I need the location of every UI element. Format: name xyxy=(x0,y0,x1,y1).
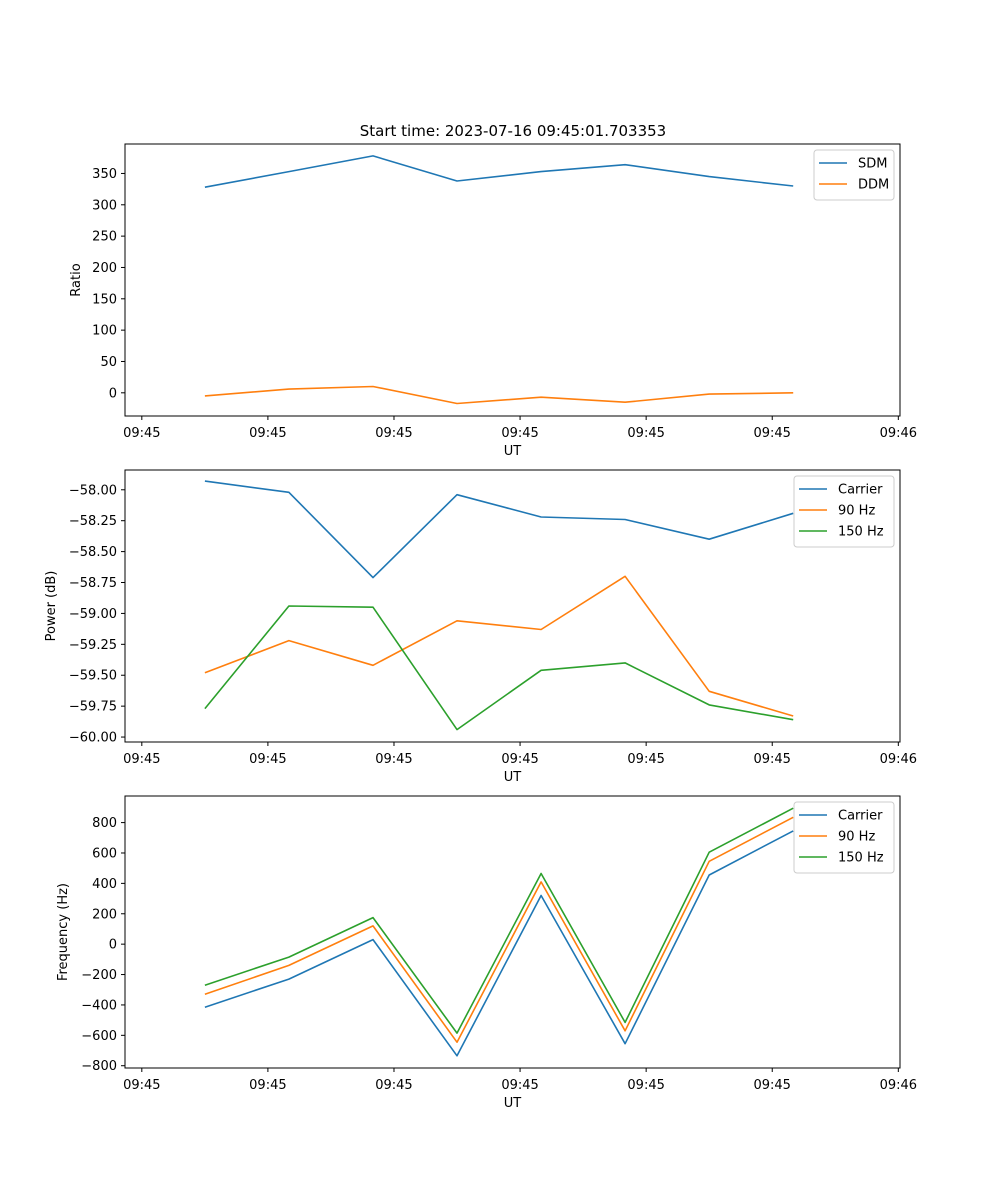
legend-label: SDM xyxy=(858,157,887,172)
legend-box xyxy=(793,801,895,874)
y-tick-label: 0 xyxy=(109,386,117,401)
axes-frame xyxy=(124,795,901,1069)
legend-label: Carrier xyxy=(838,483,883,498)
y-tick-label: 100 xyxy=(92,324,117,339)
y-tick-label: 150 xyxy=(92,292,117,307)
y-axis-label: Power (dB) xyxy=(44,571,59,642)
series-line-carrier xyxy=(204,830,794,1057)
x-axis-label: UT xyxy=(504,1096,522,1111)
axes-frame xyxy=(124,143,901,417)
y-tick-label: 200 xyxy=(92,261,117,276)
x-tick-label: 09:45 xyxy=(375,752,412,767)
legend-label: 150 Hz xyxy=(838,525,884,540)
x-tick-label: 09:46 xyxy=(880,426,917,441)
x-tick-label: 09:45 xyxy=(501,752,538,767)
series-line-150-hz xyxy=(204,605,794,731)
y-tick-label: −400 xyxy=(81,998,117,1013)
x-tick-label: 09:45 xyxy=(753,1078,790,1093)
y-tick-label: −59.75 xyxy=(69,700,117,715)
x-tick-label: 09:45 xyxy=(753,752,790,767)
x-tick-label: 09:45 xyxy=(375,1078,412,1093)
y-tick-label: 800 xyxy=(92,816,117,831)
legend-box xyxy=(793,475,895,548)
y-tick-label: −59.50 xyxy=(69,669,117,684)
y-tick-label: −59.25 xyxy=(69,638,117,653)
y-tick-label: 200 xyxy=(92,907,117,922)
legend-label: 90 Hz xyxy=(838,504,875,519)
figure-title: Start time: 2023-07-16 09:45:01.703353 xyxy=(360,122,666,140)
axes-panel-1: 09:45 09:45 09:45 09:45 09:45 09:45 09:46 0 50 10… xyxy=(69,143,917,459)
legend: Carrier 90 Hz 150 Hz xyxy=(793,801,895,874)
x-tick-label: 09:45 xyxy=(501,426,538,441)
legend-label: DDM xyxy=(858,178,889,193)
x-tick-label: 09:45 xyxy=(501,1078,538,1093)
x-tick-label: 09:45 xyxy=(753,426,790,441)
y-tick-label: −60.00 xyxy=(69,731,117,746)
x-axis-label: UT xyxy=(504,444,522,459)
x-tick-label: 09:45 xyxy=(123,1078,160,1093)
y-tick-label: −58.50 xyxy=(69,545,117,560)
legend: Carrier 90 Hz 150 Hz xyxy=(793,475,895,548)
y-tick-label: 300 xyxy=(92,198,117,213)
axes-frame xyxy=(124,469,901,743)
y-axis-label: Frequency (Hz) xyxy=(56,883,71,981)
y-tick-label: −600 xyxy=(81,1029,117,1044)
y-tick-label: −58.75 xyxy=(69,576,117,591)
series-line-90-hz xyxy=(204,575,794,717)
y-tick-label: 0 xyxy=(109,938,117,953)
y-tick-label: 400 xyxy=(92,877,117,892)
y-axis-label: Ratio xyxy=(69,263,84,296)
legend-label: 90 Hz xyxy=(838,830,875,845)
axes-panel-2: 09:45 09:45 09:45 09:45 09:45 09:45 09:46 −60.0… xyxy=(44,469,917,785)
series-line-sdm xyxy=(204,155,794,188)
x-tick-label: 09:45 xyxy=(249,1078,286,1093)
x-tick-label: 09:46 xyxy=(880,1078,917,1093)
y-tick-label: 50 xyxy=(100,355,117,370)
y-tick-label: −200 xyxy=(81,968,117,983)
series-line-90-hz xyxy=(204,816,794,1043)
series-line-150-hz xyxy=(204,807,794,1034)
x-tick-label: 09:45 xyxy=(627,426,664,441)
x-axis-label: UT xyxy=(504,770,522,785)
x-tick-label: 09:46 xyxy=(880,752,917,767)
y-tick-label: 350 xyxy=(92,167,117,182)
x-tick-label: 09:45 xyxy=(627,1078,664,1093)
x-tick-label: 09:45 xyxy=(375,426,412,441)
legend-label: Carrier xyxy=(838,809,883,824)
x-tick-label: 09:45 xyxy=(249,752,286,767)
y-tick-label: −58.25 xyxy=(69,514,117,529)
x-tick-label: 09:45 xyxy=(249,426,286,441)
x-tick-label: 09:45 xyxy=(627,752,664,767)
axes-panel-3: 09:45 09:45 09:45 09:45 09:45 09:45 09:46 −800 −… xyxy=(56,795,917,1111)
series-line-carrier xyxy=(204,480,794,579)
y-tick-label: −58.00 xyxy=(69,483,117,498)
y-tick-label: 600 xyxy=(92,846,117,861)
y-tick-label: 250 xyxy=(92,230,117,245)
x-tick-label: 09:45 xyxy=(123,426,160,441)
y-tick-label: −800 xyxy=(81,1059,117,1074)
x-tick-label: 09:45 xyxy=(123,752,160,767)
series-line-ddm xyxy=(204,385,794,405)
legend-label: 150 Hz xyxy=(838,851,884,866)
y-tick-label: −59.00 xyxy=(69,607,117,622)
legend: SDM DDM xyxy=(813,149,895,201)
